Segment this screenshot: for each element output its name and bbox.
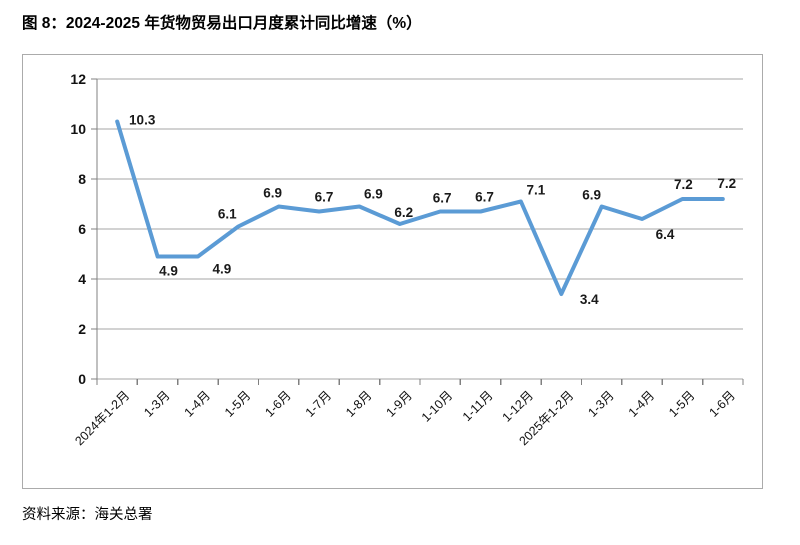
y-axis-label: 8: [78, 171, 86, 187]
data-point-label: 6.9: [582, 188, 601, 203]
x-axis-label: 1-5月: [666, 388, 698, 420]
y-axis-label: 0: [78, 371, 86, 387]
y-axis-label: 10: [70, 121, 86, 137]
data-point-label: 6.1: [218, 207, 237, 222]
chart-container: 0 2 4 6 8 10 12 2024年1-2月 1-3月 1-4月 1-5月 1-6月 1-7月 1-…: [22, 54, 763, 489]
data-point-label: 7.2: [674, 177, 693, 192]
data-point-label: 10.3: [129, 113, 156, 128]
y-axis-label: 12: [70, 71, 86, 87]
data-point-label: 7.1: [527, 183, 546, 198]
x-axis-label: 1-10月: [419, 388, 455, 424]
x-axis-label: 1-12月: [500, 388, 536, 424]
x-axis-label: 1-4月: [182, 388, 214, 420]
x-axis-label: 1-8月: [343, 388, 375, 420]
data-point-label: 6.2: [394, 205, 413, 220]
y-axis-label: 2: [78, 321, 86, 337]
data-point-label: 4.9: [159, 264, 178, 279]
data-point-label: 6.7: [433, 191, 452, 206]
data-point-label: 7.2: [717, 176, 736, 191]
data-point-label: 6.9: [364, 187, 383, 202]
x-axis-label: 1-11月: [460, 388, 496, 424]
x-axis-label: 1-7月: [303, 388, 335, 420]
data-point-label: 6.7: [475, 190, 494, 205]
x-axis-label: 1-6月: [706, 388, 738, 420]
data-series-line: [115, 119, 725, 296]
x-axis-label: 1-3月: [141, 388, 173, 420]
y-axis-label: 4: [78, 271, 86, 287]
x-axis-label: 1-3月: [585, 388, 617, 420]
x-axis-label: 1-9月: [383, 388, 415, 420]
data-point-label: 6.9: [263, 186, 282, 201]
y-axis-label: 6: [78, 221, 86, 237]
data-point-label: 6.7: [315, 190, 334, 205]
data-point-label: 3.4: [580, 292, 599, 307]
data-point-label: 4.9: [213, 262, 232, 277]
x-axis-label: 1-5月: [222, 388, 254, 420]
x-axis-label: 1-4月: [626, 388, 658, 420]
data-point-label: 6.4: [656, 227, 675, 242]
figure-title: 图 8：2024-2025 年货物贸易出口月度累计同比增速（%）: [22, 15, 422, 32]
x-axis-label: 2024年1-2月: [72, 388, 132, 448]
x-axis-label: 1-6月: [262, 388, 294, 420]
source-note: 资料来源：海关总署: [22, 507, 153, 523]
